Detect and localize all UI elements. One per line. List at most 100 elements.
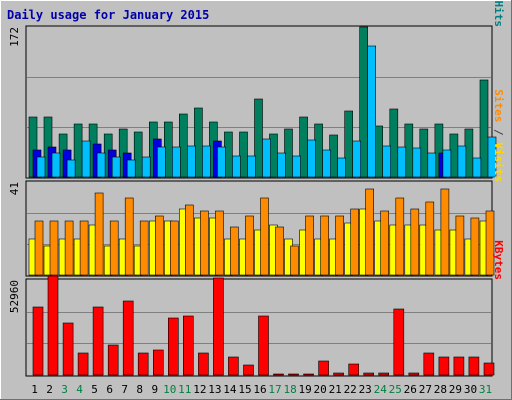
bar-kbytes-day-14 bbox=[228, 356, 239, 376]
bar-kbytes-day-19 bbox=[303, 373, 314, 376]
x-tick-label: 9 bbox=[151, 383, 158, 396]
x-tick-label: 13 bbox=[208, 383, 221, 396]
bar-kbytes-day-12 bbox=[198, 352, 209, 376]
bar-pages-day-30 bbox=[472, 157, 482, 178]
panel-kbytes: 52960 KBytes bbox=[8, 240, 505, 377]
series-visits bbox=[28, 208, 489, 276]
bar-pages-day-22 bbox=[352, 140, 362, 178]
x-tick-label: 28 bbox=[434, 383, 447, 396]
x-tick-label: 4 bbox=[76, 383, 83, 396]
bar-sites-day-30 bbox=[470, 217, 480, 276]
bar-kbytes-day-1 bbox=[32, 306, 44, 376]
panels-layer: 172 Pages / Files / Hits 41 Sites / Visits 5… bbox=[8, 0, 505, 377]
bar-sites-day-26 bbox=[410, 208, 420, 276]
bar-kbytes-day-27 bbox=[423, 352, 435, 376]
x-tick-label: 1 bbox=[31, 383, 38, 396]
bar-pages-day-2 bbox=[51, 152, 61, 178]
bar-kbytes-day-7 bbox=[122, 300, 134, 376]
bar-kbytes-day-24 bbox=[378, 372, 390, 376]
x-tick-label: 23 bbox=[359, 383, 372, 396]
series-pages bbox=[36, 45, 497, 178]
legend-part-0: KBytes bbox=[492, 240, 505, 280]
bar-kbytes-day-2 bbox=[47, 275, 59, 376]
bar-sites-day-2 bbox=[49, 220, 59, 276]
bar-kbytes-day-6 bbox=[107, 344, 119, 376]
bar-pages-day-19 bbox=[307, 139, 316, 178]
bar-hits-day-8 bbox=[133, 131, 143, 178]
bar-sites-day-22 bbox=[350, 208, 360, 276]
bar-sites-day-27 bbox=[425, 201, 435, 276]
legend-part-2: Visits bbox=[492, 142, 505, 182]
bar-pages-day-13 bbox=[217, 146, 226, 178]
bar-hits-day-12 bbox=[194, 107, 203, 178]
bar-hits-day-25 bbox=[389, 108, 399, 178]
bar-sites-day-10 bbox=[170, 220, 179, 276]
bar-sites-day-9 bbox=[155, 215, 164, 276]
bar-kbytes-day-31 bbox=[483, 362, 495, 376]
bar-pages-day-8 bbox=[141, 156, 151, 178]
bar-kbytes-day-18 bbox=[288, 373, 299, 376]
x-tick-label: 11 bbox=[178, 383, 191, 396]
x-tick-label: 26 bbox=[404, 383, 417, 396]
bar-hits-day-31 bbox=[479, 79, 489, 178]
bar-sites-day-7 bbox=[124, 197, 134, 276]
bar-pages-day-4 bbox=[81, 140, 91, 178]
panel-hits-files-pages: 172 Pages / Files / Hits bbox=[8, 0, 505, 179]
y-max-label: 52960 bbox=[8, 280, 21, 313]
bar-kbytes-day-8 bbox=[137, 352, 149, 376]
bar-sites-day-28 bbox=[440, 188, 450, 276]
panel-visits-sites: 41 Sites / Visits bbox=[8, 89, 505, 277]
bar-pages-day-15 bbox=[247, 155, 256, 178]
bar-sites-day-5 bbox=[94, 192, 104, 276]
bar-sites-day-11 bbox=[185, 204, 194, 276]
x-tick-label: 2 bbox=[46, 383, 53, 396]
bar-hits-day-19 bbox=[299, 116, 308, 178]
bar-pages-day-20 bbox=[322, 149, 331, 178]
x-tick-label: 12 bbox=[193, 383, 206, 396]
bar-kbytes-day-29 bbox=[453, 356, 465, 376]
bar-sites-day-17 bbox=[275, 226, 284, 276]
bar-sites-day-13 bbox=[215, 210, 224, 276]
bar-sites-day-31 bbox=[485, 210, 495, 276]
x-tick-label: 18 bbox=[283, 383, 296, 396]
bar-kbytes-day-25 bbox=[393, 308, 405, 376]
bar-sites-day-25 bbox=[395, 197, 405, 276]
bar-pages-day-29 bbox=[457, 145, 467, 178]
bar-kbytes-day-10 bbox=[168, 317, 179, 376]
bar-pages-day-31 bbox=[487, 136, 497, 178]
bar-sites-day-16 bbox=[260, 197, 269, 276]
bar-pages-day-3 bbox=[66, 159, 76, 178]
bar-hits-day-11 bbox=[179, 113, 188, 178]
x-tick-label: 15 bbox=[238, 383, 251, 396]
bar-kbytes-day-28 bbox=[438, 356, 450, 376]
bar-kbytes-day-3 bbox=[62, 322, 74, 376]
x-tick-label: 17 bbox=[268, 383, 281, 396]
bar-sites-day-14 bbox=[230, 226, 239, 276]
x-tick-label: 14 bbox=[223, 383, 237, 396]
bar-pages-day-6 bbox=[111, 156, 121, 178]
bar-pages-day-16 bbox=[262, 138, 271, 178]
bar-pages-day-25 bbox=[397, 146, 407, 178]
x-tick-label: 3 bbox=[61, 383, 68, 396]
bar-hits-day-15 bbox=[239, 131, 248, 178]
bar-pages-day-26 bbox=[412, 147, 422, 178]
bar-sites-day-4 bbox=[79, 220, 89, 276]
bar-pages-day-18 bbox=[292, 155, 301, 178]
x-tick-label: 25 bbox=[389, 383, 402, 396]
bar-pages-day-17 bbox=[277, 152, 286, 178]
bar-sites-day-18 bbox=[290, 245, 299, 276]
bar-kbytes-day-30 bbox=[468, 356, 480, 376]
bar-pages-day-9 bbox=[157, 146, 166, 178]
bar-pages-day-24 bbox=[382, 145, 392, 178]
x-tick-label: 21 bbox=[329, 383, 342, 396]
legend-part-1: / bbox=[492, 122, 505, 142]
x-tick-label: 30 bbox=[464, 383, 477, 396]
x-tick-label: 5 bbox=[91, 383, 98, 396]
bar-pages-day-12 bbox=[202, 145, 211, 178]
bar-kbytes-day-26 bbox=[408, 372, 420, 376]
bar-pages-day-14 bbox=[232, 155, 241, 178]
y-max-label: 41 bbox=[8, 182, 21, 195]
bar-sites-day-1 bbox=[34, 220, 44, 276]
bar-sites-day-24 bbox=[380, 210, 390, 276]
